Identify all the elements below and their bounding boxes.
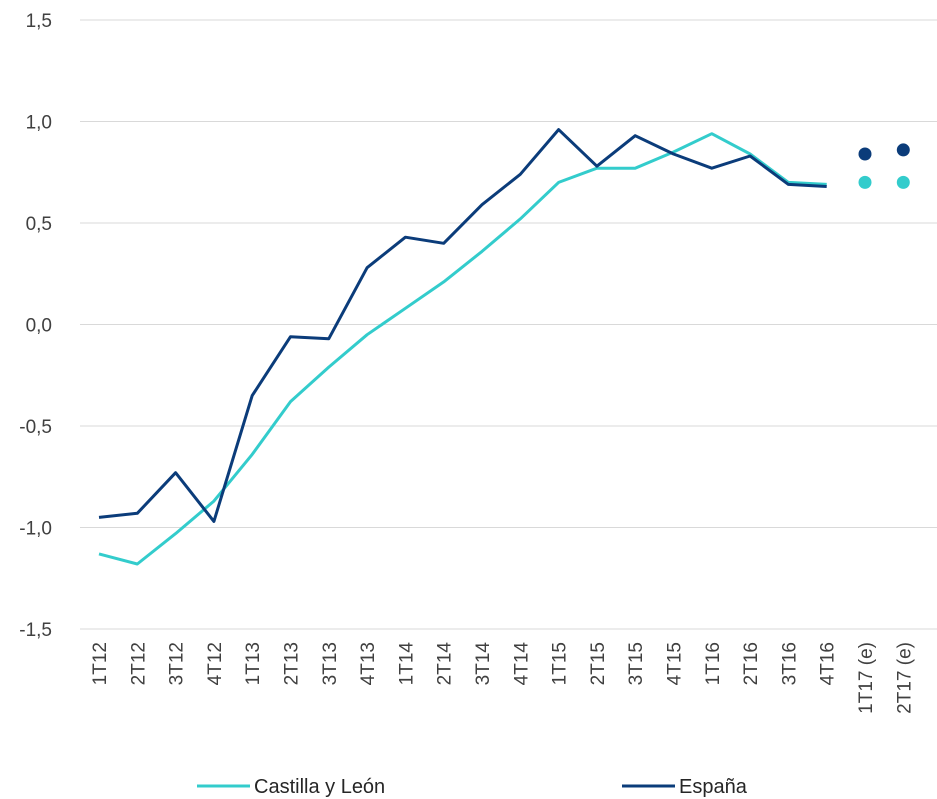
- legend: Castilla y León España: [197, 776, 748, 798]
- y-axis: 1,5 1,0 0,5 0,0 -0,5 -1,0 -1,5: [19, 11, 52, 641]
- series-line-espana: [98, 128, 827, 523]
- x-tick-label: 4T15: [665, 642, 686, 685]
- forecast-point: [896, 175, 910, 189]
- y-tick-label: 0,5: [26, 214, 52, 235]
- forecast-point: [896, 143, 910, 157]
- series-line-castilla: [98, 132, 827, 566]
- x-tick-label: 1T12: [90, 642, 111, 685]
- x-tick-label: 3T15: [626, 642, 647, 685]
- x-tick-label: 1T14: [396, 642, 417, 686]
- x-tick-label: 1T13: [243, 642, 264, 685]
- y-tick-label: -0,5: [19, 417, 52, 438]
- forecast-points: [858, 143, 910, 189]
- legend-label-castilla: Castilla y León: [254, 776, 385, 798]
- y-tick-label: 1,5: [26, 11, 52, 32]
- legend-label-espana: España: [679, 776, 748, 798]
- x-tick-label: 4T16: [818, 642, 839, 685]
- x-axis: 1T12 2T12 3T12 4T12 1T13 2T13 3T13 4T13 1T14 2T14…: [90, 642, 915, 714]
- x-tick-label: 4T14: [511, 642, 532, 686]
- x-tick-label: 4T13: [358, 642, 379, 685]
- x-tick-label: 1T16: [703, 642, 724, 685]
- x-tick-label: 4T12: [205, 642, 226, 685]
- x-tick-label: 3T14: [473, 642, 494, 686]
- x-tick-label: 1T15: [550, 642, 571, 685]
- x-tick-label: 3T13: [320, 642, 341, 685]
- x-tick-label: 2T15: [588, 642, 609, 685]
- forecast-point: [858, 147, 872, 161]
- x-tick-label: 3T12: [167, 642, 188, 685]
- y-tick-label: -1,0: [19, 519, 52, 540]
- x-tick-label: 1T17 (e): [856, 642, 877, 714]
- y-tick-label: 1,0: [26, 113, 52, 134]
- x-tick-label: 2T13: [282, 642, 303, 685]
- y-tick-label: -1,5: [19, 620, 52, 641]
- x-tick-label: 2T16: [741, 642, 762, 685]
- y-tick-label: 0,0: [26, 316, 52, 337]
- x-tick-label: 3T16: [779, 642, 800, 685]
- x-tick-label: 2T12: [128, 642, 149, 685]
- series-lines: [98, 128, 827, 566]
- gridlines: [80, 19, 937, 630]
- x-tick-label: 2T14: [435, 642, 456, 686]
- x-tick-label: 2T17 (e): [894, 642, 915, 714]
- forecast-point: [858, 175, 872, 189]
